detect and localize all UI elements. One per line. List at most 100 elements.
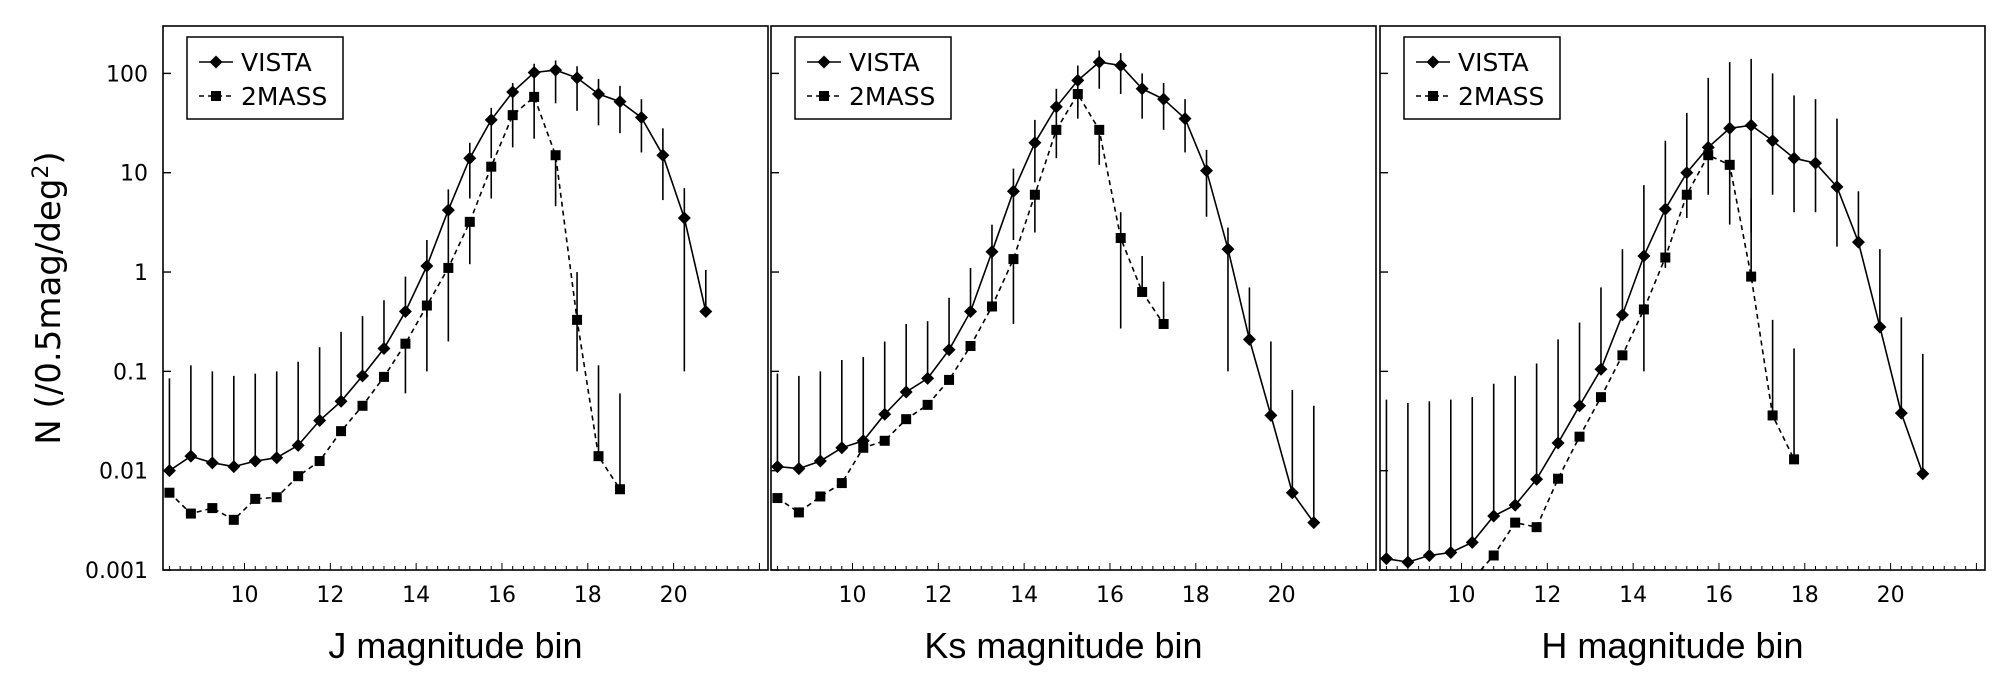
data-point — [162, 464, 176, 478]
data-point — [1071, 73, 1085, 87]
plot-frame — [162, 25, 769, 571]
legend-label: 2MASS — [1458, 82, 1544, 111]
data-point — [986, 301, 997, 312]
data-point — [1049, 100, 1063, 114]
series-vista — [162, 60, 713, 478]
y-axis-label: N (/0.5mag/deg2) — [29, 151, 69, 444]
data-point — [1137, 286, 1148, 297]
data-point — [1530, 472, 1544, 486]
data-point — [486, 161, 497, 172]
data-point — [1422, 548, 1436, 562]
data-point — [1510, 517, 1521, 528]
data-point — [164, 487, 175, 498]
data-point — [293, 471, 304, 482]
data-point — [1680, 166, 1694, 180]
data-point — [314, 456, 325, 467]
legend-box — [794, 36, 952, 120]
data-point — [1114, 59, 1128, 73]
data-point — [356, 369, 370, 383]
data-point — [570, 71, 584, 85]
data-point — [1744, 118, 1758, 132]
data-point — [357, 400, 368, 411]
x-tick-label: 16 — [1096, 583, 1124, 608]
data-point — [291, 438, 305, 452]
data-point — [921, 371, 935, 385]
data-point — [878, 407, 892, 421]
data-point — [835, 441, 849, 455]
data-point — [228, 514, 239, 525]
data-point — [1830, 180, 1844, 194]
x-tick-label: 16 — [488, 583, 516, 608]
data-point — [1307, 516, 1321, 530]
series-2mass — [164, 91, 625, 525]
data-point — [572, 314, 583, 325]
x-tick-label: 18 — [1791, 583, 1819, 608]
data-point — [1809, 156, 1823, 170]
data-point — [1028, 136, 1042, 150]
data-point — [1029, 189, 1040, 200]
x-tick-label: 12 — [924, 583, 952, 608]
legend-marker-diamond — [209, 55, 223, 69]
x-tick-label: 20 — [660, 583, 688, 608]
data-point — [185, 508, 196, 519]
data-point — [377, 341, 391, 355]
legend-marker-square — [819, 91, 829, 101]
legend-label: VISTA — [1458, 48, 1529, 77]
data-point — [985, 245, 999, 259]
data-point — [1401, 555, 1415, 569]
data-point — [400, 338, 411, 349]
x-tick-label: 16 — [1705, 583, 1733, 608]
data-point — [1660, 252, 1671, 263]
data-point — [1092, 55, 1106, 69]
data-point — [634, 110, 648, 124]
data-point — [1051, 124, 1062, 135]
legend-label: 2MASS — [849, 82, 935, 111]
data-point — [378, 371, 389, 382]
legend: VISTA 2MASS — [186, 36, 344, 120]
data-point — [205, 456, 219, 470]
y-tick-label: 0.1 — [113, 360, 148, 385]
panel-3: 10 12 14 16 18 20 H magnitude bin VISTA 2MASS — [1379, 25, 1986, 666]
x-tick-label: 10 — [231, 583, 259, 608]
data-point — [1766, 134, 1780, 148]
x-tick-label: 18 — [1182, 583, 1210, 608]
x-tick-label: 18 — [574, 583, 602, 608]
legend-marker-diamond — [817, 55, 831, 69]
series-2mass — [1480, 150, 1800, 571]
data-point — [793, 507, 804, 518]
panel-1: 10 12 14 16 18 20 J magnitude bin VISTA 2MASS — [162, 25, 769, 666]
data-point — [792, 462, 806, 476]
series-vista — [770, 50, 1321, 530]
x-tick-label: 20 — [1877, 583, 1905, 608]
x-tick-label: 12 — [1533, 583, 1561, 608]
data-point — [1487, 509, 1501, 523]
data-point — [1242, 332, 1256, 346]
data-point — [421, 300, 432, 311]
data-point — [942, 343, 956, 357]
x-axis-label: H magnitude bin — [1541, 625, 1803, 666]
data-point — [901, 414, 912, 425]
data-point — [271, 492, 282, 503]
data-point — [592, 87, 606, 101]
data-point — [879, 435, 890, 446]
data-point — [1157, 92, 1171, 106]
y-tick-label: 0.001 — [85, 559, 148, 584]
series-line — [168, 95, 621, 521]
data-point — [1488, 550, 1499, 561]
data-point — [1200, 164, 1214, 178]
data-point — [1158, 318, 1169, 329]
data-point — [1851, 235, 1865, 249]
data-point — [965, 341, 976, 352]
data-point — [1008, 254, 1019, 265]
data-point — [1873, 320, 1887, 334]
data-point — [1746, 271, 1757, 282]
data-point — [1724, 159, 1735, 170]
data-point — [184, 449, 198, 463]
data-point — [1178, 112, 1192, 126]
data-point — [1916, 467, 1930, 481]
data-point — [1264, 408, 1278, 422]
data-point — [899, 385, 913, 399]
data-point — [858, 442, 869, 453]
data-point — [398, 305, 412, 319]
data-point — [1703, 150, 1714, 161]
